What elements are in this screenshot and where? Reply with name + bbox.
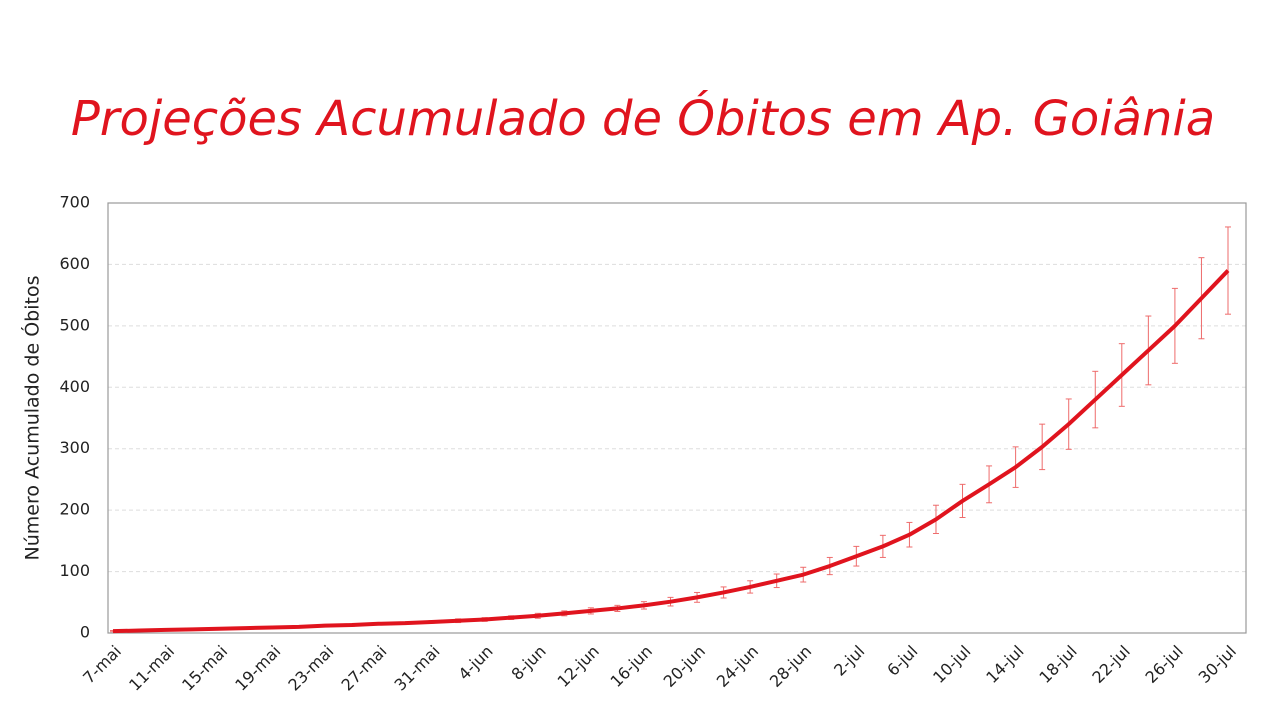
y-tick-label: 500 bbox=[59, 315, 90, 334]
y-tick-label: 300 bbox=[59, 438, 90, 457]
x-tick-label: 6-jul bbox=[883, 642, 921, 680]
x-tick-label: 27-mai bbox=[337, 642, 390, 695]
plot-frame bbox=[107, 202, 1247, 634]
x-tick-label: 28-jun bbox=[766, 642, 815, 691]
x-tick-label: 14-jul bbox=[982, 642, 1027, 687]
y-tick-label: 100 bbox=[59, 561, 90, 580]
x-tick-label: 19-mai bbox=[231, 642, 284, 695]
x-tick-label: 24-jun bbox=[713, 642, 762, 691]
y-axis-label: Número Acumulado de Óbitos bbox=[20, 276, 44, 561]
data-line bbox=[112, 269, 1230, 634]
x-tick-label: 15-mai bbox=[178, 642, 231, 695]
y-tick-label: 600 bbox=[59, 254, 90, 273]
x-tick-label: 12-jun bbox=[553, 642, 602, 691]
x-tick-label: 23-mai bbox=[284, 642, 337, 695]
x-tick-label: 20-jun bbox=[660, 642, 709, 691]
x-tick-label: 31-mai bbox=[391, 642, 444, 695]
x-tick-label: 7-mai bbox=[79, 642, 125, 688]
y-tick-label: 200 bbox=[59, 500, 90, 519]
x-tick-label: 8-jun bbox=[508, 642, 550, 684]
chart-title: Projeções Acumulado de Óbitos em Ap. Goi… bbox=[71, 90, 1215, 147]
x-tick-label: 2-jul bbox=[830, 642, 868, 680]
x-tick-label: 11-mai bbox=[125, 642, 178, 695]
x-tick-label: 10-jul bbox=[929, 642, 974, 687]
x-tick-label: 16-jun bbox=[607, 642, 656, 691]
x-tick-label: 4-jun bbox=[454, 642, 496, 684]
y-tick-label: 700 bbox=[59, 193, 90, 212]
x-tick-label: 18-jul bbox=[1035, 642, 1080, 687]
x-tick-label: 30-jul bbox=[1195, 642, 1240, 687]
x-tick-label: 22-jul bbox=[1088, 642, 1133, 687]
y-tick-label: 0 bbox=[80, 623, 90, 642]
y-tick-label: 400 bbox=[59, 377, 90, 396]
x-tick-label: 26-jul bbox=[1142, 642, 1187, 687]
